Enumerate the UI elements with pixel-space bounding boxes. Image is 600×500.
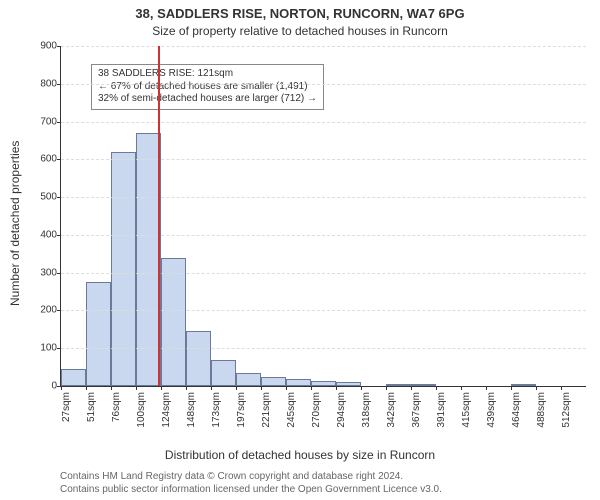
histogram-bar xyxy=(161,258,186,386)
x-tick-mark xyxy=(486,386,487,390)
x-tick-mark xyxy=(286,386,287,390)
x-tick-mark xyxy=(436,386,437,390)
x-tick-mark xyxy=(236,386,237,390)
y-tick-label: 500 xyxy=(40,192,57,203)
grid-line xyxy=(61,235,586,236)
x-tick-mark xyxy=(61,386,62,390)
x-tick-mark xyxy=(136,386,137,390)
y-tick-label: 900 xyxy=(40,41,57,52)
annotation-line2: ← 67% of detached houses are smaller (1,… xyxy=(98,81,317,94)
plot-area: 38 SADDLERS RISE: 121sqm ← 67% of detach… xyxy=(60,46,586,387)
histogram-bar xyxy=(336,382,361,386)
y-axis-label: Number of detached properties xyxy=(8,141,22,306)
histogram-bar xyxy=(111,152,136,386)
x-tick-label: 439sqm xyxy=(486,392,497,428)
x-tick-label: 27sqm xyxy=(61,392,72,422)
x-tick-label: 270sqm xyxy=(311,392,322,428)
y-tick-mark xyxy=(57,197,61,198)
y-tick-label: 700 xyxy=(40,116,57,127)
marker-line xyxy=(158,46,160,386)
histogram-bar xyxy=(411,384,436,386)
x-tick-label: 148sqm xyxy=(186,392,197,428)
x-tick-mark xyxy=(186,386,187,390)
x-tick-mark xyxy=(361,386,362,390)
attribution-line1: Contains HM Land Registry data © Crown c… xyxy=(60,471,442,484)
x-tick-label: 415sqm xyxy=(461,392,472,428)
y-tick-label: 100 xyxy=(40,343,57,354)
y-tick-mark xyxy=(57,84,61,85)
histogram-bar xyxy=(86,282,111,386)
grid-line xyxy=(61,273,586,274)
x-tick-mark xyxy=(411,386,412,390)
y-tick-mark xyxy=(57,159,61,160)
y-tick-mark xyxy=(57,46,61,47)
x-tick-mark xyxy=(511,386,512,390)
x-tick-label: 173sqm xyxy=(211,392,222,428)
x-tick-mark xyxy=(261,386,262,390)
y-tick-mark xyxy=(57,273,61,274)
annotation-line1: 38 SADDLERS RISE: 121sqm xyxy=(98,68,317,81)
grid-line xyxy=(61,122,586,123)
x-tick-mark xyxy=(461,386,462,390)
y-tick-label: 300 xyxy=(40,267,57,278)
histogram-bar xyxy=(511,384,536,386)
chart-container: 38, SADDLERS RISE, NORTON, RUNCORN, WA7 … xyxy=(0,0,600,500)
histogram-bar xyxy=(211,360,236,386)
x-tick-label: 124sqm xyxy=(161,392,172,428)
x-tick-mark xyxy=(161,386,162,390)
x-tick-mark xyxy=(111,386,112,390)
grid-line xyxy=(61,348,586,349)
x-tick-mark xyxy=(386,386,387,390)
histogram-bar xyxy=(61,369,86,386)
chart-title-line2: Size of property relative to detached ho… xyxy=(0,24,600,38)
x-tick-label: 512sqm xyxy=(561,392,572,428)
attribution-line2: Contains public sector information licen… xyxy=(60,484,442,497)
x-tick-label: 488sqm xyxy=(536,392,547,428)
x-tick-label: 76sqm xyxy=(111,392,122,422)
x-tick-label: 294sqm xyxy=(336,392,347,428)
histogram-bar xyxy=(386,384,411,386)
x-tick-label: 245sqm xyxy=(286,392,297,428)
histogram-bar xyxy=(261,377,286,386)
y-tick-mark xyxy=(57,235,61,236)
y-tick-label: 800 xyxy=(40,78,57,89)
x-tick-label: 464sqm xyxy=(511,392,522,428)
y-tick-mark xyxy=(57,310,61,311)
x-tick-mark xyxy=(336,386,337,390)
grid-line xyxy=(61,46,586,47)
x-tick-mark xyxy=(536,386,537,390)
attribution: Contains HM Land Registry data © Crown c… xyxy=(60,471,442,496)
annotation-line3: 32% of semi-detached houses are larger (… xyxy=(98,93,317,106)
histogram-bar xyxy=(311,381,336,386)
x-tick-label: 100sqm xyxy=(136,392,147,428)
grid-line xyxy=(61,197,586,198)
grid-line xyxy=(61,84,586,85)
x-tick-mark xyxy=(211,386,212,390)
x-tick-label: 51sqm xyxy=(86,392,97,422)
x-tick-label: 367sqm xyxy=(411,392,422,428)
x-tick-mark xyxy=(561,386,562,390)
y-tick-mark xyxy=(57,122,61,123)
y-tick-label: 600 xyxy=(40,154,57,165)
annotation-box: 38 SADDLERS RISE: 121sqm ← 67% of detach… xyxy=(91,64,324,110)
grid-line xyxy=(61,159,586,160)
y-tick-mark xyxy=(57,348,61,349)
x-tick-label: 221sqm xyxy=(261,392,272,428)
grid-line xyxy=(61,310,586,311)
histogram-bar xyxy=(186,331,211,386)
x-tick-mark xyxy=(311,386,312,390)
x-tick-label: 318sqm xyxy=(361,392,372,428)
x-tick-label: 391sqm xyxy=(436,392,447,428)
x-axis-label: Distribution of detached houses by size … xyxy=(0,448,600,462)
x-tick-label: 197sqm xyxy=(236,392,247,428)
histogram-bar xyxy=(236,373,261,386)
chart-title-line1: 38, SADDLERS RISE, NORTON, RUNCORN, WA7 … xyxy=(0,6,600,21)
y-tick-label: 0 xyxy=(51,381,57,392)
x-tick-label: 342sqm xyxy=(386,392,397,428)
y-tick-label: 400 xyxy=(40,229,57,240)
histogram-bar xyxy=(286,379,311,386)
x-tick-mark xyxy=(86,386,87,390)
y-tick-label: 200 xyxy=(40,305,57,316)
